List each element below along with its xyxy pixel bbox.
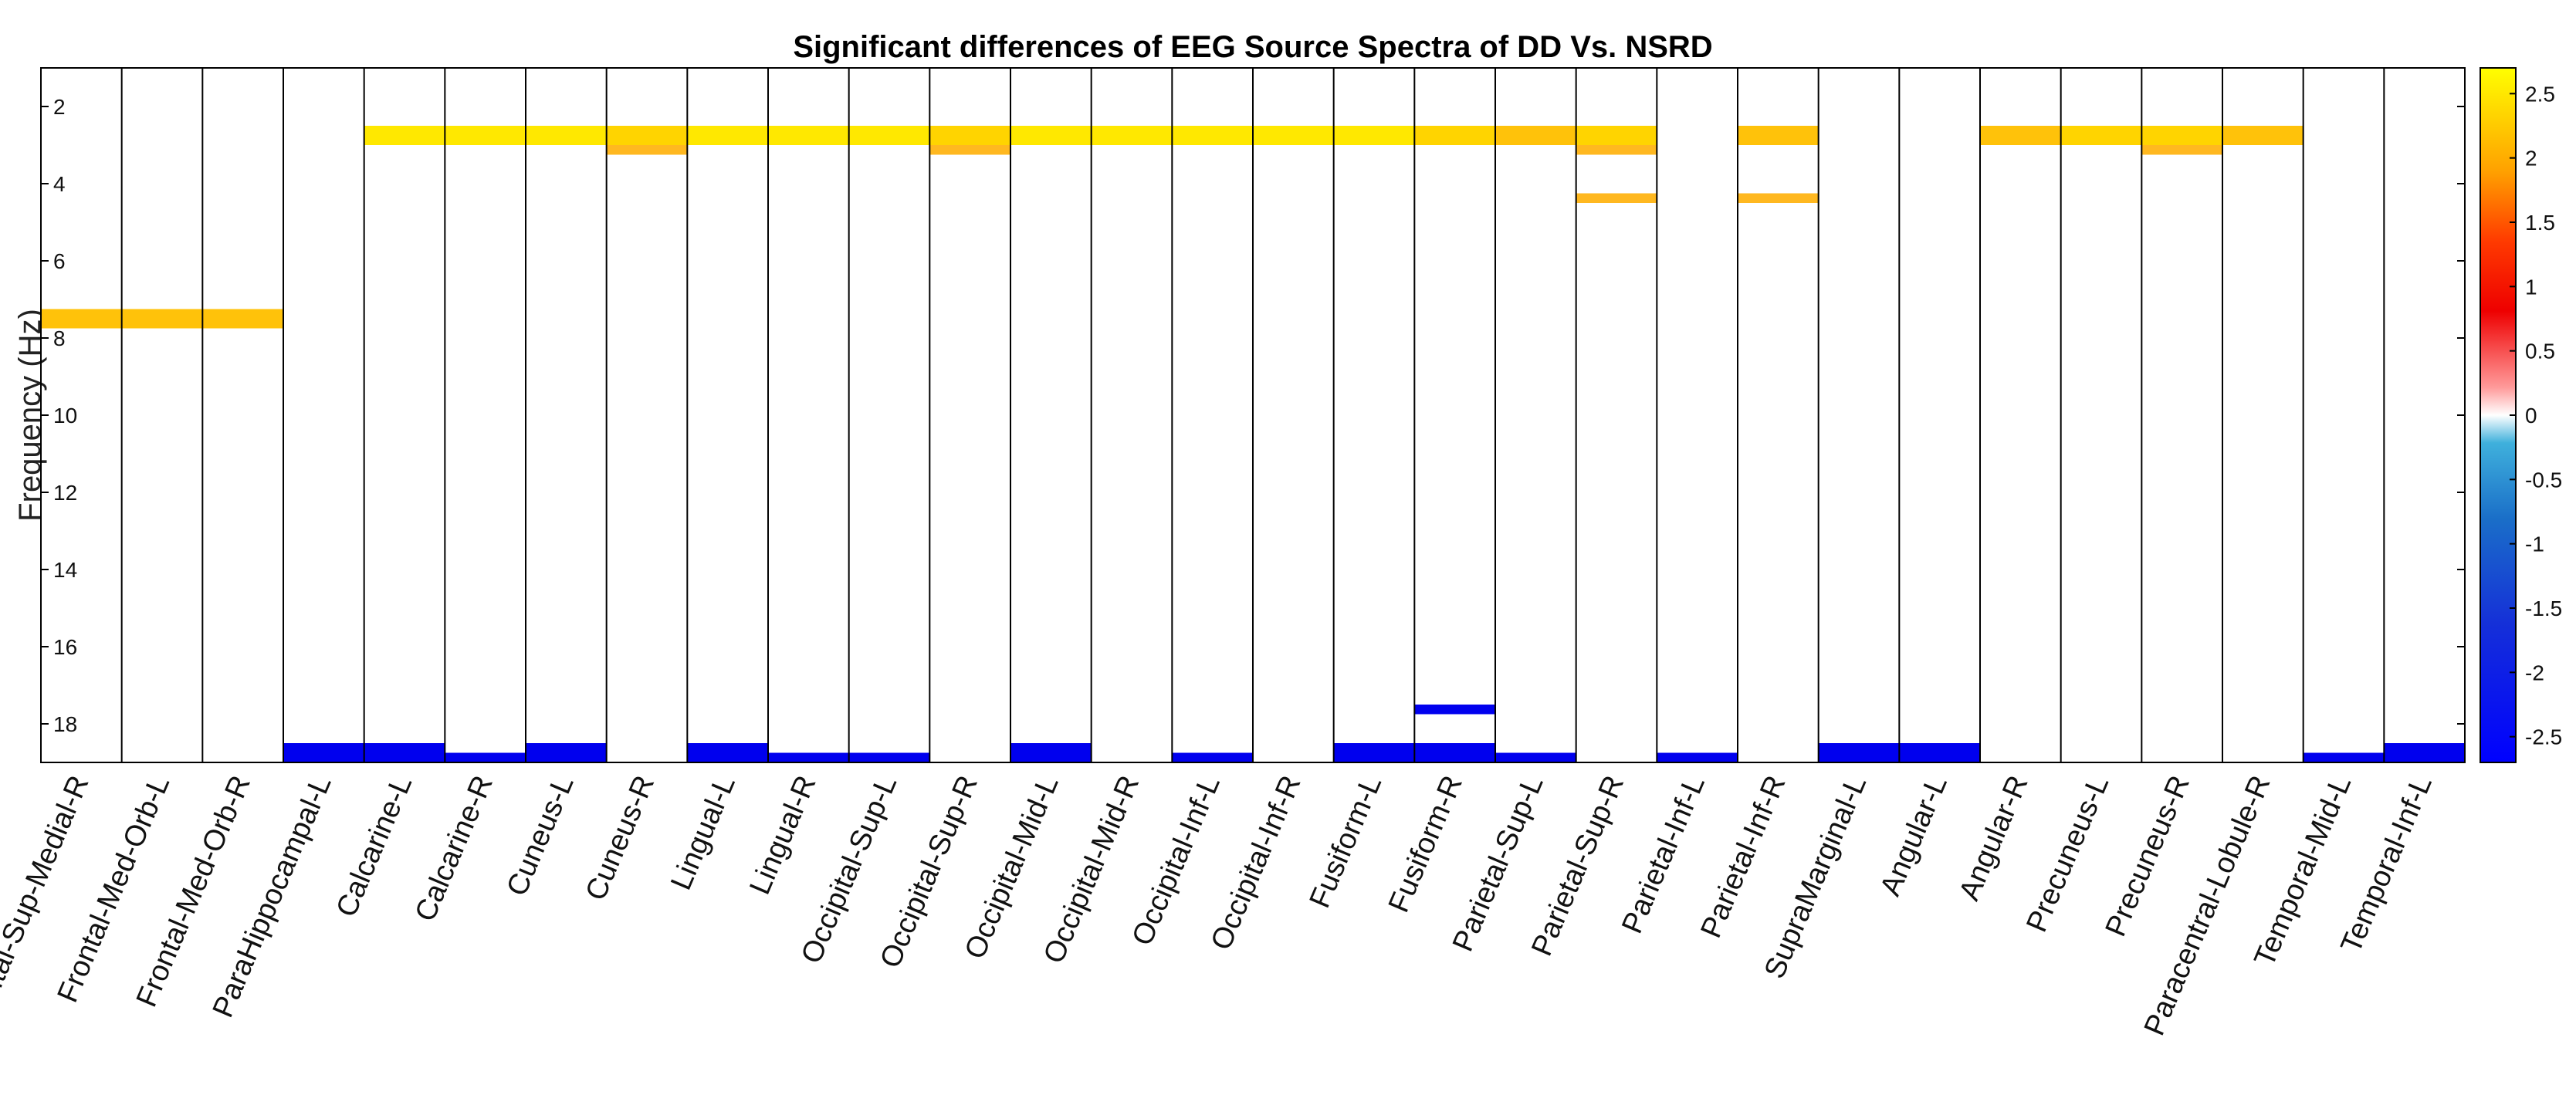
heatmap-cell bbox=[1333, 126, 1415, 145]
y-tick-label: 14 bbox=[53, 558, 77, 582]
heatmap-cell bbox=[2141, 126, 2222, 145]
heatmap-cell bbox=[1980, 126, 2061, 145]
colorbar-tick-label: -0.5 bbox=[2525, 468, 2562, 492]
heatmap-cell bbox=[41, 309, 122, 329]
heatmap-cell bbox=[1010, 126, 1092, 145]
heatmap-cell bbox=[1899, 743, 1980, 762]
heatmap-cell bbox=[1414, 705, 1495, 715]
colorbar-tick-label: 1.5 bbox=[2525, 211, 2555, 235]
heatmap-cell bbox=[768, 126, 849, 145]
heatmap-cell bbox=[1253, 126, 1334, 145]
x-tick-labels: Frontal-Sup-Medial-RFrontal-Med-Orb-LFro… bbox=[0, 771, 2439, 1042]
heatmap-cell bbox=[1576, 193, 1657, 203]
colorbar-tick-label: 0.5 bbox=[2525, 340, 2555, 363]
cells-layer bbox=[41, 126, 2465, 762]
y-tick-label: 12 bbox=[53, 481, 77, 505]
x-tick-label: Lingual-R bbox=[743, 771, 822, 899]
heatmap-cell bbox=[1172, 752, 1253, 762]
x-tick-label: Lingual-L bbox=[665, 771, 742, 894]
x-tick-label: Parietal-Inf-L bbox=[1616, 771, 1711, 938]
heatmap-cell bbox=[768, 752, 849, 762]
y-tick-label: 8 bbox=[53, 326, 66, 350]
heatmap-cell bbox=[1738, 193, 1819, 203]
heatmap-cell bbox=[445, 752, 526, 762]
heatmap-cell bbox=[1738, 126, 1819, 145]
heatmap-cell bbox=[1333, 743, 1415, 762]
colorbar-tick-label: -1 bbox=[2525, 532, 2544, 556]
heatmap-cell bbox=[2141, 145, 2222, 155]
x-tick-label: Angular-R bbox=[1953, 771, 2035, 905]
y-tick-label: 4 bbox=[53, 172, 66, 196]
x-tick-label: Occipital-Inf-R bbox=[1205, 771, 1308, 955]
x-tick-label: Parietal-Inf-R bbox=[1694, 771, 1792, 942]
x-tick-label: Fusiform-L bbox=[1304, 771, 1389, 913]
colorbar-tick-label: 0 bbox=[2525, 404, 2537, 428]
heatmap-cell bbox=[606, 126, 688, 145]
heatmap-cell bbox=[1576, 145, 1657, 155]
heatmap-cell bbox=[2384, 743, 2465, 762]
x-tick-label: Fusiform-R bbox=[1383, 771, 1469, 917]
y-tick-label: 2 bbox=[53, 95, 66, 119]
heatmap-cell bbox=[364, 126, 445, 145]
colorbar-tick-label: 2 bbox=[2525, 147, 2537, 171]
y-ticks: 2 4 6 8 10 12 14 16 18 bbox=[41, 95, 2465, 736]
heatmap-cell bbox=[202, 309, 283, 329]
x-tick-label: Cuneus-L bbox=[501, 771, 581, 901]
colorbar-ticks: 2.5 2 1.5 1 0.5 0 -0.5 -1 -1.5 -2 -2.5 bbox=[2510, 82, 2562, 749]
heatmap-cell bbox=[687, 743, 768, 762]
x-tick-label: Cuneus-R bbox=[580, 771, 662, 905]
heatmap-cell bbox=[1495, 752, 1576, 762]
heatmap-cell bbox=[1091, 126, 1173, 145]
heatmap-cell bbox=[687, 126, 768, 145]
x-tick-label: Occipital-Inf-L bbox=[1126, 771, 1227, 950]
chart-title: Significant differences of EEG Source Sp… bbox=[793, 30, 1712, 64]
colorbar-tick-label: -2.5 bbox=[2525, 725, 2562, 749]
heatmap-cell bbox=[364, 743, 445, 762]
column-dividers bbox=[120, 68, 2385, 762]
heatmap-cell bbox=[1495, 126, 1576, 145]
heatmap-cell bbox=[1010, 743, 1092, 762]
heatmap-cell bbox=[2060, 126, 2142, 145]
colorbar-tick-label: 2.5 bbox=[2525, 82, 2555, 106]
heatmap-cell bbox=[526, 743, 607, 762]
heatmap-cell bbox=[283, 743, 364, 762]
heatmap-cell bbox=[1414, 126, 1495, 145]
heatmap-cell bbox=[606, 145, 688, 155]
heatmap-cell bbox=[2222, 126, 2304, 145]
x-tick-label: Precuneus-R bbox=[2100, 771, 2196, 941]
heatmap-cell bbox=[1576, 126, 1657, 145]
heatmap-cell bbox=[121, 309, 203, 329]
colorbar-tick-label: 1 bbox=[2525, 275, 2537, 299]
x-tick-label: Precuneus-L bbox=[2020, 771, 2115, 937]
x-tick-label: Calcarine-L bbox=[330, 771, 419, 921]
heatmap-cell bbox=[1818, 743, 1900, 762]
y-tick-label: 10 bbox=[53, 404, 77, 428]
colorbar-tick-label: -1.5 bbox=[2525, 597, 2562, 620]
heatmap-cell bbox=[2303, 752, 2385, 762]
y-tick-label: 18 bbox=[53, 712, 77, 736]
x-tick-label: Calcarine-R bbox=[409, 771, 499, 926]
heatmap-cell bbox=[848, 752, 930, 762]
heatmap-cell bbox=[445, 126, 526, 145]
heatmap-cell bbox=[929, 126, 1010, 145]
heatmap-cell bbox=[1414, 743, 1495, 762]
x-tick-label: Angular-L bbox=[1874, 771, 1954, 901]
heatmap-cell bbox=[526, 126, 607, 145]
y-tick-label: 6 bbox=[53, 249, 66, 273]
heatmap-cell bbox=[1657, 752, 1738, 762]
heatmap-cell bbox=[1172, 126, 1253, 145]
heatmap-cell bbox=[929, 145, 1010, 155]
colorbar-tick-label: -2 bbox=[2525, 661, 2544, 684]
heatmap-cell bbox=[848, 126, 930, 145]
y-tick-label: 16 bbox=[53, 635, 77, 659]
